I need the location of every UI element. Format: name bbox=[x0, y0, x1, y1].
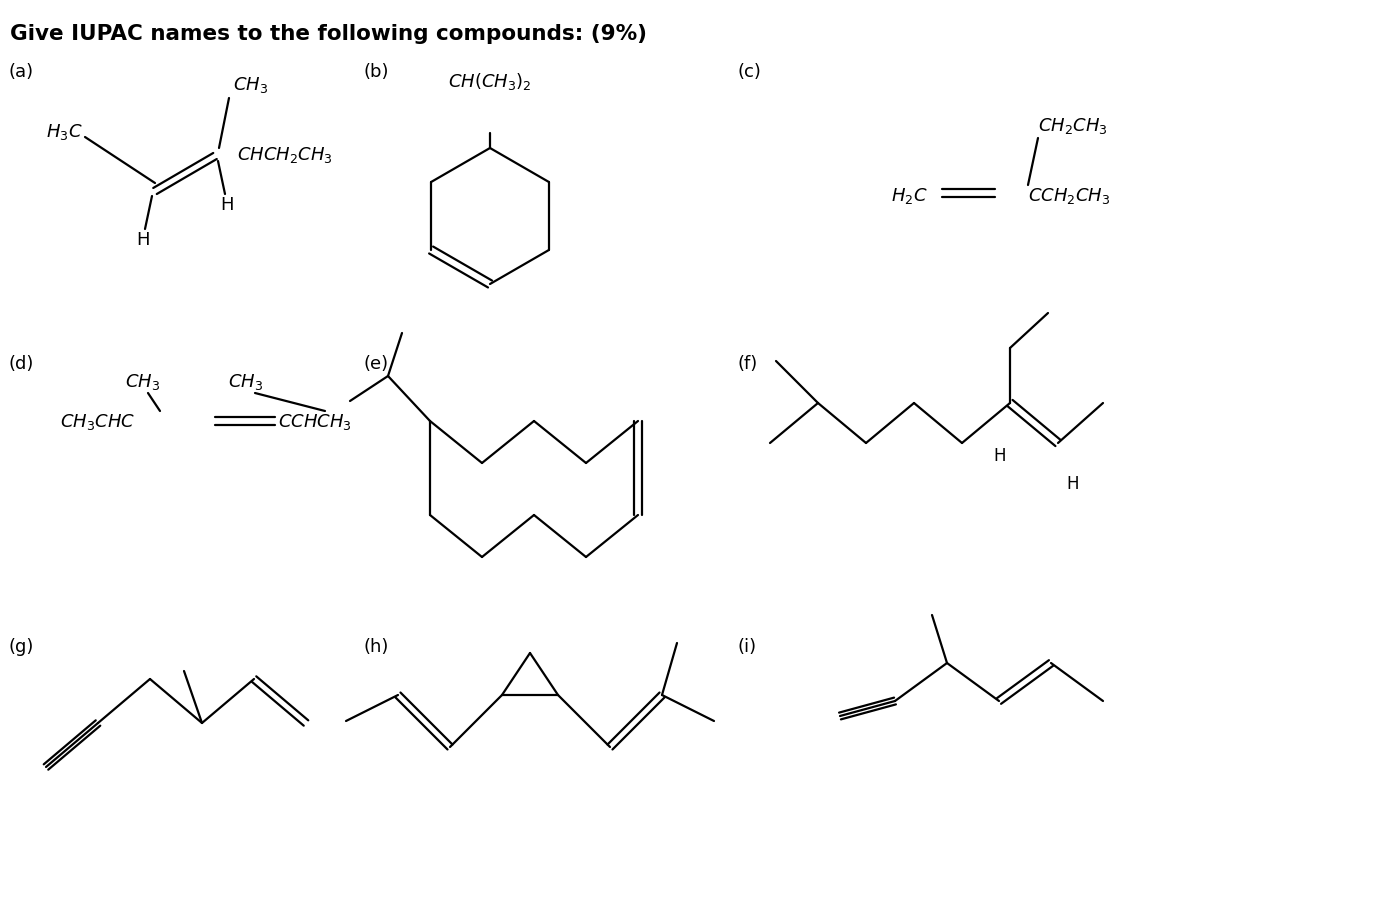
Text: (d): (d) bbox=[8, 354, 33, 373]
Text: Give IUPAC names to the following compounds: (9%): Give IUPAC names to the following compou… bbox=[10, 24, 647, 44]
Text: (a): (a) bbox=[8, 63, 33, 81]
Text: $CH_3CHC$: $CH_3CHC$ bbox=[60, 412, 135, 432]
Text: (g): (g) bbox=[8, 638, 33, 655]
Text: $H_2C$: $H_2C$ bbox=[892, 186, 928, 206]
Text: H: H bbox=[993, 446, 1006, 465]
Text: $CCHCH_3$: $CCHCH_3$ bbox=[278, 412, 351, 432]
Text: $CH_3$: $CH_3$ bbox=[233, 75, 268, 95]
Text: (h): (h) bbox=[363, 638, 389, 655]
Text: (i): (i) bbox=[738, 638, 757, 655]
Text: $CHCH_2CH_3$: $CHCH_2CH_3$ bbox=[238, 145, 333, 165]
Text: (b): (b) bbox=[363, 63, 389, 81]
Text: $CH(CH_3)_2$: $CH(CH_3)_2$ bbox=[449, 71, 532, 92]
Text: $CH_3$: $CH_3$ bbox=[125, 372, 160, 392]
Text: $CH_2CH_3$: $CH_2CH_3$ bbox=[1038, 116, 1107, 136]
Text: $H_3C$: $H_3C$ bbox=[46, 122, 83, 142]
Text: (c): (c) bbox=[738, 63, 763, 81]
Text: H: H bbox=[136, 230, 150, 249]
Text: (f): (f) bbox=[738, 354, 758, 373]
Text: (e): (e) bbox=[363, 354, 388, 373]
Text: $CCH_2CH_3$: $CCH_2CH_3$ bbox=[1028, 186, 1110, 206]
Text: $CH_3$: $CH_3$ bbox=[228, 372, 263, 392]
Text: H: H bbox=[221, 196, 233, 214]
Text: H: H bbox=[1067, 475, 1079, 493]
